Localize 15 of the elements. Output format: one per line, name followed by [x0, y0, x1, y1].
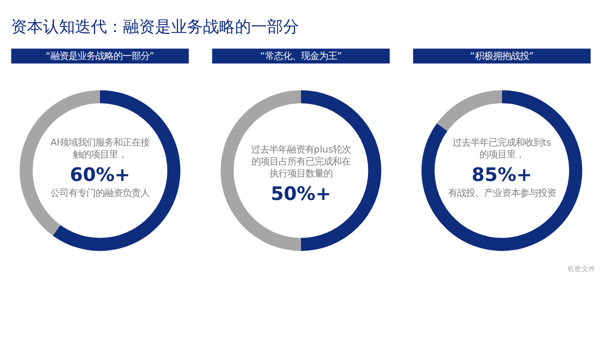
chart-title: “融资是业务战略的一部分”	[46, 50, 154, 62]
data-label: 85%+	[472, 164, 532, 186]
text: 公司有专门的融资负责人	[50, 188, 150, 199]
donut-slice	[422, 90, 582, 251]
text: 过去半年已完成和收到ts的项目里，	[452, 137, 552, 160]
text: 资本认知迭代：融资是业务战略的一部分	[11, 16, 300, 36]
chart-title: “积极拥抱战投”	[470, 50, 534, 62]
data-label: 60%+	[70, 164, 130, 186]
text: 有战投、产业资本参与投资	[448, 188, 556, 199]
chart-title: “常态化、现金为王”	[260, 50, 342, 62]
data-label: 50%+	[270, 184, 332, 206]
donut-slice	[52, 90, 180, 251]
text: 过去半年融资有plus轮次的项目占所有已完成和在执行项目数量的	[250, 144, 352, 180]
donut-slice	[436, 90, 502, 132]
text: AI领域我们服务和正在接触的项目里，	[50, 137, 150, 160]
